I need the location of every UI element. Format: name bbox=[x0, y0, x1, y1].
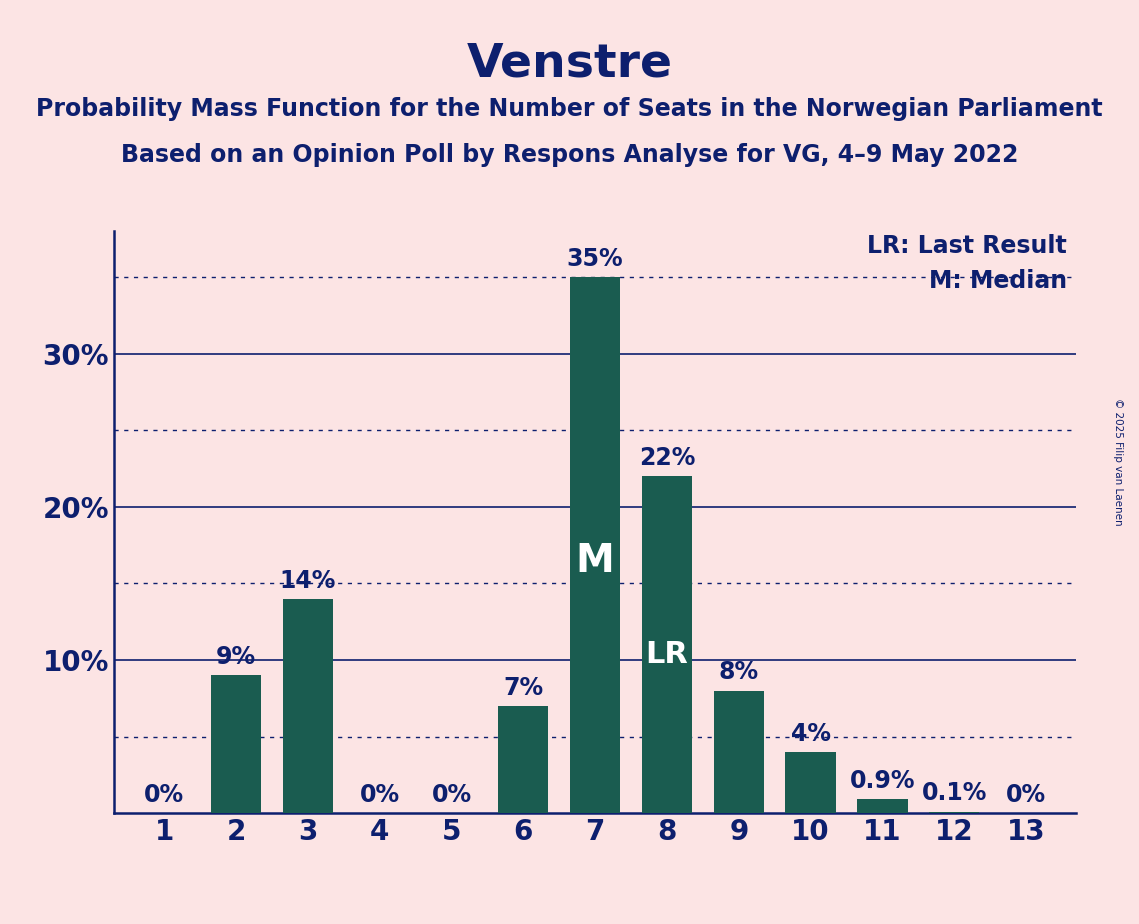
Text: M: Median: M: Median bbox=[928, 269, 1067, 293]
Text: © 2025 Filip van Laenen: © 2025 Filip van Laenen bbox=[1114, 398, 1123, 526]
Bar bbox=[858, 799, 908, 813]
Bar bbox=[570, 277, 621, 813]
Bar bbox=[786, 752, 836, 813]
Text: M: M bbox=[575, 542, 615, 580]
Bar bbox=[714, 690, 764, 813]
Bar bbox=[498, 706, 549, 813]
Bar bbox=[641, 476, 693, 813]
Bar bbox=[929, 811, 980, 813]
Bar bbox=[282, 599, 333, 813]
Text: LR: Last Result: LR: Last Result bbox=[867, 234, 1067, 258]
Text: 35%: 35% bbox=[567, 247, 623, 271]
Bar bbox=[211, 675, 261, 813]
Text: Venstre: Venstre bbox=[467, 42, 672, 87]
Text: Probability Mass Function for the Number of Seats in the Norwegian Parliament: Probability Mass Function for the Number… bbox=[36, 97, 1103, 121]
Text: 4%: 4% bbox=[790, 722, 830, 746]
Text: 0%: 0% bbox=[1006, 783, 1046, 807]
Text: Based on an Opinion Poll by Respons Analyse for VG, 4–9 May 2022: Based on an Opinion Poll by Respons Anal… bbox=[121, 143, 1018, 167]
Text: 0.9%: 0.9% bbox=[850, 769, 915, 793]
Text: 22%: 22% bbox=[639, 446, 695, 470]
Text: 9%: 9% bbox=[216, 645, 256, 669]
Text: 8%: 8% bbox=[719, 661, 759, 685]
Text: 0%: 0% bbox=[432, 783, 472, 807]
Text: 0.1%: 0.1% bbox=[921, 782, 986, 806]
Text: 7%: 7% bbox=[503, 675, 543, 699]
Text: 14%: 14% bbox=[280, 568, 336, 592]
Text: 0%: 0% bbox=[145, 783, 185, 807]
Text: 0%: 0% bbox=[360, 783, 400, 807]
Text: LR: LR bbox=[646, 640, 688, 669]
